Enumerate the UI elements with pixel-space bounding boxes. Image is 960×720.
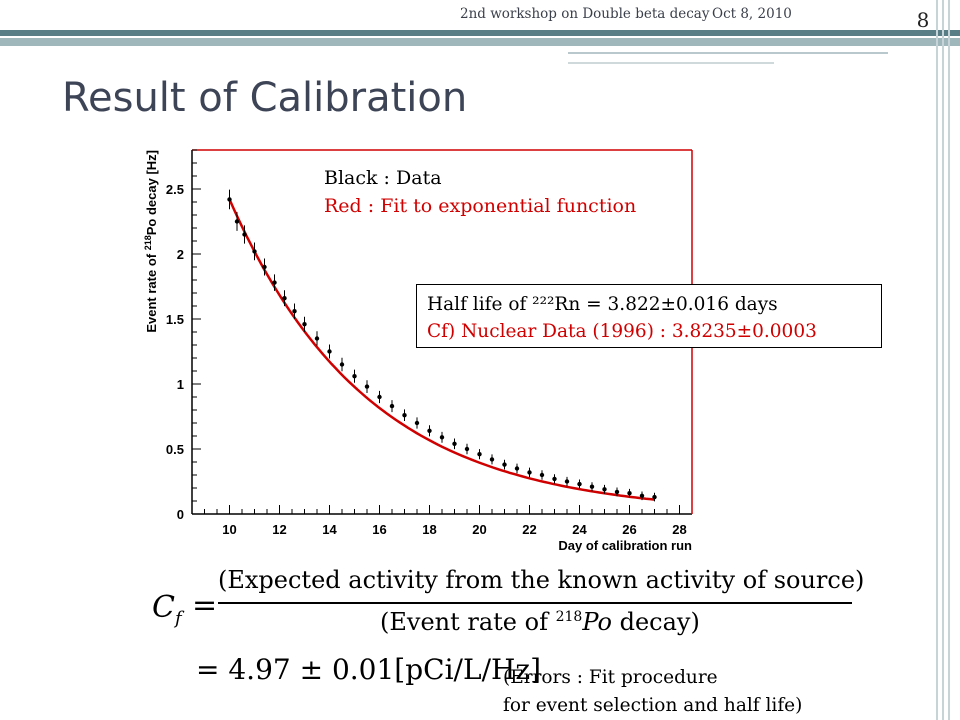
data-point — [402, 413, 407, 418]
data-point — [292, 309, 297, 314]
x-tick-label: 10 — [222, 522, 236, 537]
data-point — [414, 420, 420, 426]
data-point — [389, 403, 395, 409]
data-point — [639, 493, 645, 498]
decor-vline — [942, 0, 944, 720]
legend-data: Black : Data — [324, 167, 442, 189]
formula-numerator: (Expected activity from the known activi… — [218, 566, 865, 594]
data-point — [352, 374, 357, 379]
data-point — [427, 428, 432, 433]
formula-denominator: (Event rate of 218Po decay) — [380, 608, 700, 636]
page-number: 8 — [916, 8, 930, 32]
data-point — [272, 280, 277, 285]
data-point — [252, 249, 257, 254]
y-tick-label: 0.5 — [166, 442, 184, 457]
data-point — [502, 462, 507, 467]
data-point — [577, 481, 582, 487]
y-tick-label: 1.5 — [166, 312, 184, 327]
y-axis-label: Event rate of 218Po decay [Hz] — [143, 150, 159, 333]
slide-title: Result of Calibration — [62, 75, 468, 121]
x-tick-label: 16 — [372, 522, 386, 537]
formula-equals: = — [192, 588, 218, 623]
data-point — [514, 466, 520, 471]
legend-fit: Red : Fit to exponential function — [324, 195, 637, 217]
x-tick-label: 18 — [422, 522, 436, 537]
header-bar-light — [0, 38, 960, 46]
data-point — [489, 457, 495, 462]
y-tick-label: 2.5 — [166, 182, 184, 197]
x-tick-label: 12 — [272, 522, 286, 537]
data-point — [477, 452, 482, 457]
half-life-box: Half life of ²²²Rn = 3.822±0.016 days Cf… — [416, 284, 882, 348]
x-tick-label: 14 — [322, 522, 337, 537]
data-point — [652, 494, 657, 500]
data-point — [552, 476, 557, 482]
x-tick-label: 26 — [622, 522, 636, 537]
data-point — [234, 219, 240, 224]
data-point — [439, 435, 445, 440]
decor-rule — [568, 62, 774, 64]
y-tick-label: 1 — [177, 377, 184, 392]
x-tick-label: 22 — [522, 522, 536, 537]
data-point — [282, 296, 287, 301]
decor-vline — [948, 0, 950, 720]
formula-result: = 4.97 ± 0.01[pCi/L/Hz] — [196, 653, 542, 686]
data-point — [364, 384, 370, 389]
header-event: 2nd workshop on Double beta decay — [460, 6, 710, 22]
decor-vline — [936, 0, 938, 720]
decor-rule — [568, 52, 888, 54]
data-point — [327, 349, 332, 354]
fit-curve — [228, 198, 655, 501]
nuclear-data-reference: Cf) Nuclear Data (1996) : 3.8235±0.0003 — [427, 321, 817, 342]
data-point — [602, 487, 607, 492]
chart-legend: Black : Data Red : Fit to exponential fu… — [324, 164, 636, 220]
x-tick-label: 24 — [572, 522, 587, 537]
data-point — [464, 446, 470, 452]
data-point — [627, 491, 632, 496]
data-point — [262, 264, 267, 270]
y-tick-label: 0 — [177, 507, 184, 522]
data-point — [314, 336, 320, 341]
fraction-bar — [218, 602, 852, 604]
data-point — [452, 441, 457, 446]
data-point — [589, 484, 595, 489]
x-tick-label: 28 — [672, 522, 686, 537]
y-tick-label: 2 — [177, 247, 184, 262]
x-tick-label: 20 — [472, 522, 486, 537]
data-point — [227, 197, 232, 202]
data-point — [539, 472, 545, 478]
header-date: Oct 8, 2010 — [712, 6, 792, 22]
half-life-result: Half life of ²²²Rn = 3.822±0.016 days — [427, 294, 778, 315]
x-axis-label: Day of calibration run — [558, 538, 692, 553]
data-point — [377, 394, 382, 400]
data-point — [302, 322, 307, 327]
data-point — [339, 362, 345, 367]
errors-note: (Errors : Fit procedure for event select… — [503, 667, 803, 716]
formula-lhs: Cf — [152, 590, 182, 629]
data-point — [564, 479, 570, 484]
data-point — [614, 489, 620, 495]
header-bar — [0, 30, 960, 36]
data-point — [242, 232, 247, 237]
data-point — [527, 470, 532, 475]
